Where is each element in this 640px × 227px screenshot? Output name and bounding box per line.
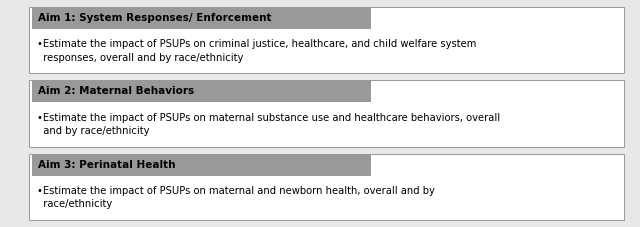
Bar [29,154,624,220]
Bar [32,80,371,102]
Text: •Estimate the impact of PSUPs on maternal substance use and healthcare behaviors: •Estimate the impact of PSUPs on materna… [37,113,500,136]
Text: Aim 2: Maternal Behaviors: Aim 2: Maternal Behaviors [38,86,195,96]
Bar [29,80,624,147]
Bar [29,7,624,73]
Text: Aim 1: System Responses/ Enforcement: Aim 1: System Responses/ Enforcement [38,13,272,23]
Text: Aim 3: Perinatal Health: Aim 3: Perinatal Health [38,160,176,170]
Bar [32,154,371,175]
Text: •Estimate the impact of PSUPs on maternal and newborn health, overall and by
  r: •Estimate the impact of PSUPs on materna… [37,186,435,210]
Text: •Estimate the impact of PSUPs on criminal justice, healthcare, and child welfare: •Estimate the impact of PSUPs on crimina… [37,39,477,63]
Bar [32,7,371,29]
